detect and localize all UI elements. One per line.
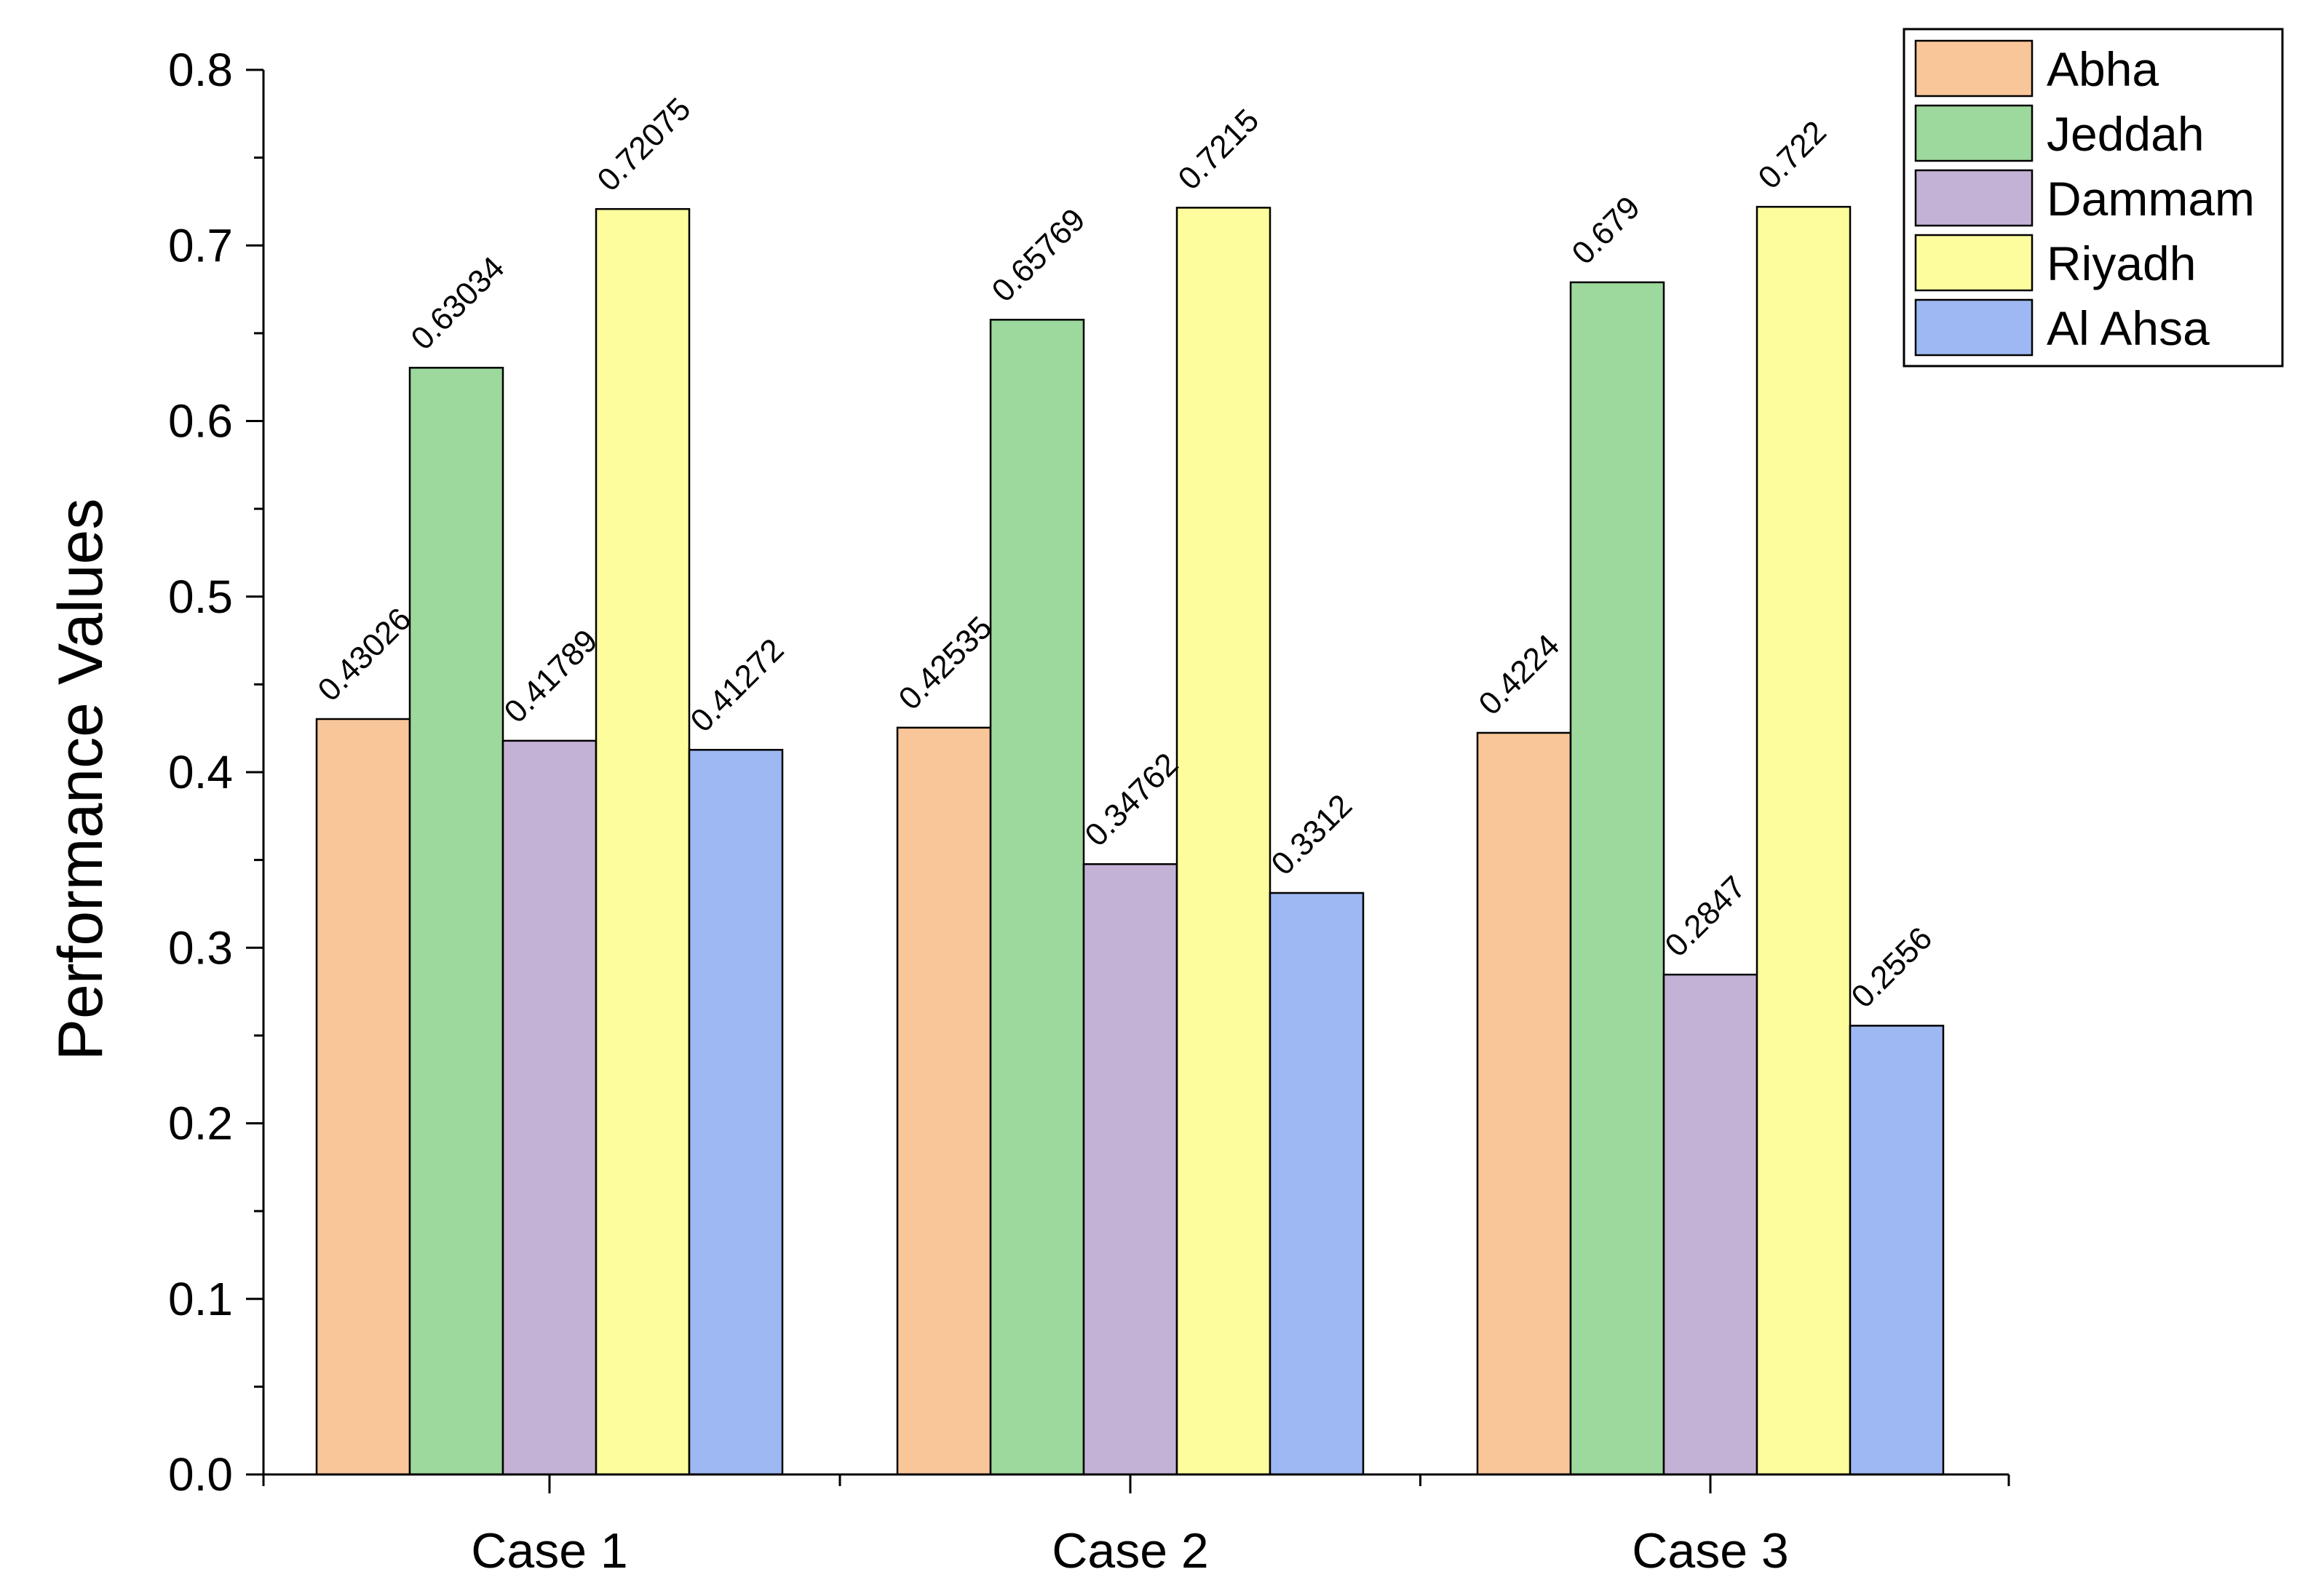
y-axis-title: Performance Values bbox=[46, 499, 116, 1061]
legend-swatch-abha bbox=[1914, 39, 2034, 98]
data-label-abha-case-3: 0.4224 bbox=[1472, 627, 1566, 722]
x-tick-label-case-2: Case 2 bbox=[1052, 1523, 1208, 1579]
data-label-jeddah-case-2: 0.65769 bbox=[985, 202, 1092, 309]
y-tick-label: 0.3 bbox=[168, 921, 233, 974]
data-label-jeddah-case-3: 0.679 bbox=[1565, 189, 1647, 271]
bar-riyadh-case-3 bbox=[1755, 205, 1852, 1476]
bar-jeddah-case-3 bbox=[1569, 281, 1665, 1476]
data-label-dammam-case-1: 0.41789 bbox=[497, 623, 604, 730]
bar-al-ahsa-case-3 bbox=[1849, 1025, 1945, 1476]
y-tick-label: 0.7 bbox=[168, 219, 233, 271]
legend: Abha Jeddah Dammam Riyadh Al Ahsa bbox=[1903, 28, 2284, 368]
bar-al-ahsa-case-1 bbox=[688, 749, 784, 1476]
legend-label-al-ahsa: Al Ahsa bbox=[2047, 301, 2210, 355]
bar-jeddah-case-1 bbox=[408, 367, 504, 1476]
bar-dammam-case-1 bbox=[501, 739, 598, 1476]
legend-label-abha: Abha bbox=[2047, 42, 2159, 96]
legend-swatch-al-ahsa bbox=[1914, 298, 2034, 357]
data-label-dammam-case-2: 0.34762 bbox=[1078, 746, 1185, 853]
y-tick-label: 0.5 bbox=[168, 571, 233, 623]
axes-layer: 0.0 0.1 0.2 0.3 0.4 0.5 0.6 0.7 0.8 Case 1 Case 2 C… bbox=[46, 44, 2010, 1579]
bar-dammam-case-2 bbox=[1082, 863, 1178, 1476]
legend-label-dammam: Dammam bbox=[2047, 172, 2255, 226]
bar-abha-case-2 bbox=[896, 726, 992, 1476]
data-label-al-ahsa-case-1: 0.41272 bbox=[683, 632, 790, 739]
data-label-dammam-case-3: 0.2847 bbox=[1658, 869, 1753, 964]
bar-dammam-case-3 bbox=[1662, 973, 1758, 1476]
bars-layer bbox=[315, 205, 1945, 1476]
bar-abha-case-3 bbox=[1476, 731, 1572, 1476]
y-tick-label: 0.2 bbox=[168, 1097, 233, 1150]
y-tick-label: 0.4 bbox=[168, 746, 233, 798]
legend-label-riyadh: Riyadh bbox=[2047, 237, 2196, 290]
legend-swatch-riyadh bbox=[1914, 234, 2034, 292]
data-label-jeddah-case-1: 0.63034 bbox=[404, 250, 511, 357]
data-label-al-ahsa-case-2: 0.3312 bbox=[1264, 787, 1359, 882]
legend-swatch-dammam bbox=[1914, 169, 2034, 227]
y-tick-label: 0.8 bbox=[168, 44, 233, 96]
data-label-abha-case-2: 0.42535 bbox=[892, 610, 999, 717]
y-tick-label: 0.0 bbox=[168, 1448, 233, 1501]
legend-label-jeddah: Jeddah bbox=[2047, 107, 2205, 161]
data-label-al-ahsa-case-3: 0.2556 bbox=[1844, 921, 1939, 1015]
data-label-riyadh-case-1: 0.72075 bbox=[590, 91, 697, 198]
data-label-riyadh-case-2: 0.7215 bbox=[1171, 103, 1266, 197]
data-label-riyadh-case-3: 0.722 bbox=[1751, 114, 1833, 196]
x-tick-label-case-3: Case 3 bbox=[1632, 1523, 1788, 1579]
y-tick-label: 0.6 bbox=[168, 395, 233, 448]
bar-riyadh-case-2 bbox=[1175, 207, 1271, 1476]
x-tick-label-case-1: Case 1 bbox=[471, 1523, 627, 1579]
legend-swatch-jeddah bbox=[1914, 104, 2034, 162]
bar-al-ahsa-case-2 bbox=[1269, 892, 1365, 1476]
y-tick-label: 0.1 bbox=[168, 1273, 233, 1325]
data-label-abha-case-1: 0.43026 bbox=[311, 601, 418, 708]
bar-abha-case-1 bbox=[315, 718, 411, 1476]
bar-riyadh-case-1 bbox=[595, 207, 691, 1476]
bar-jeddah-case-2 bbox=[989, 319, 1085, 1476]
